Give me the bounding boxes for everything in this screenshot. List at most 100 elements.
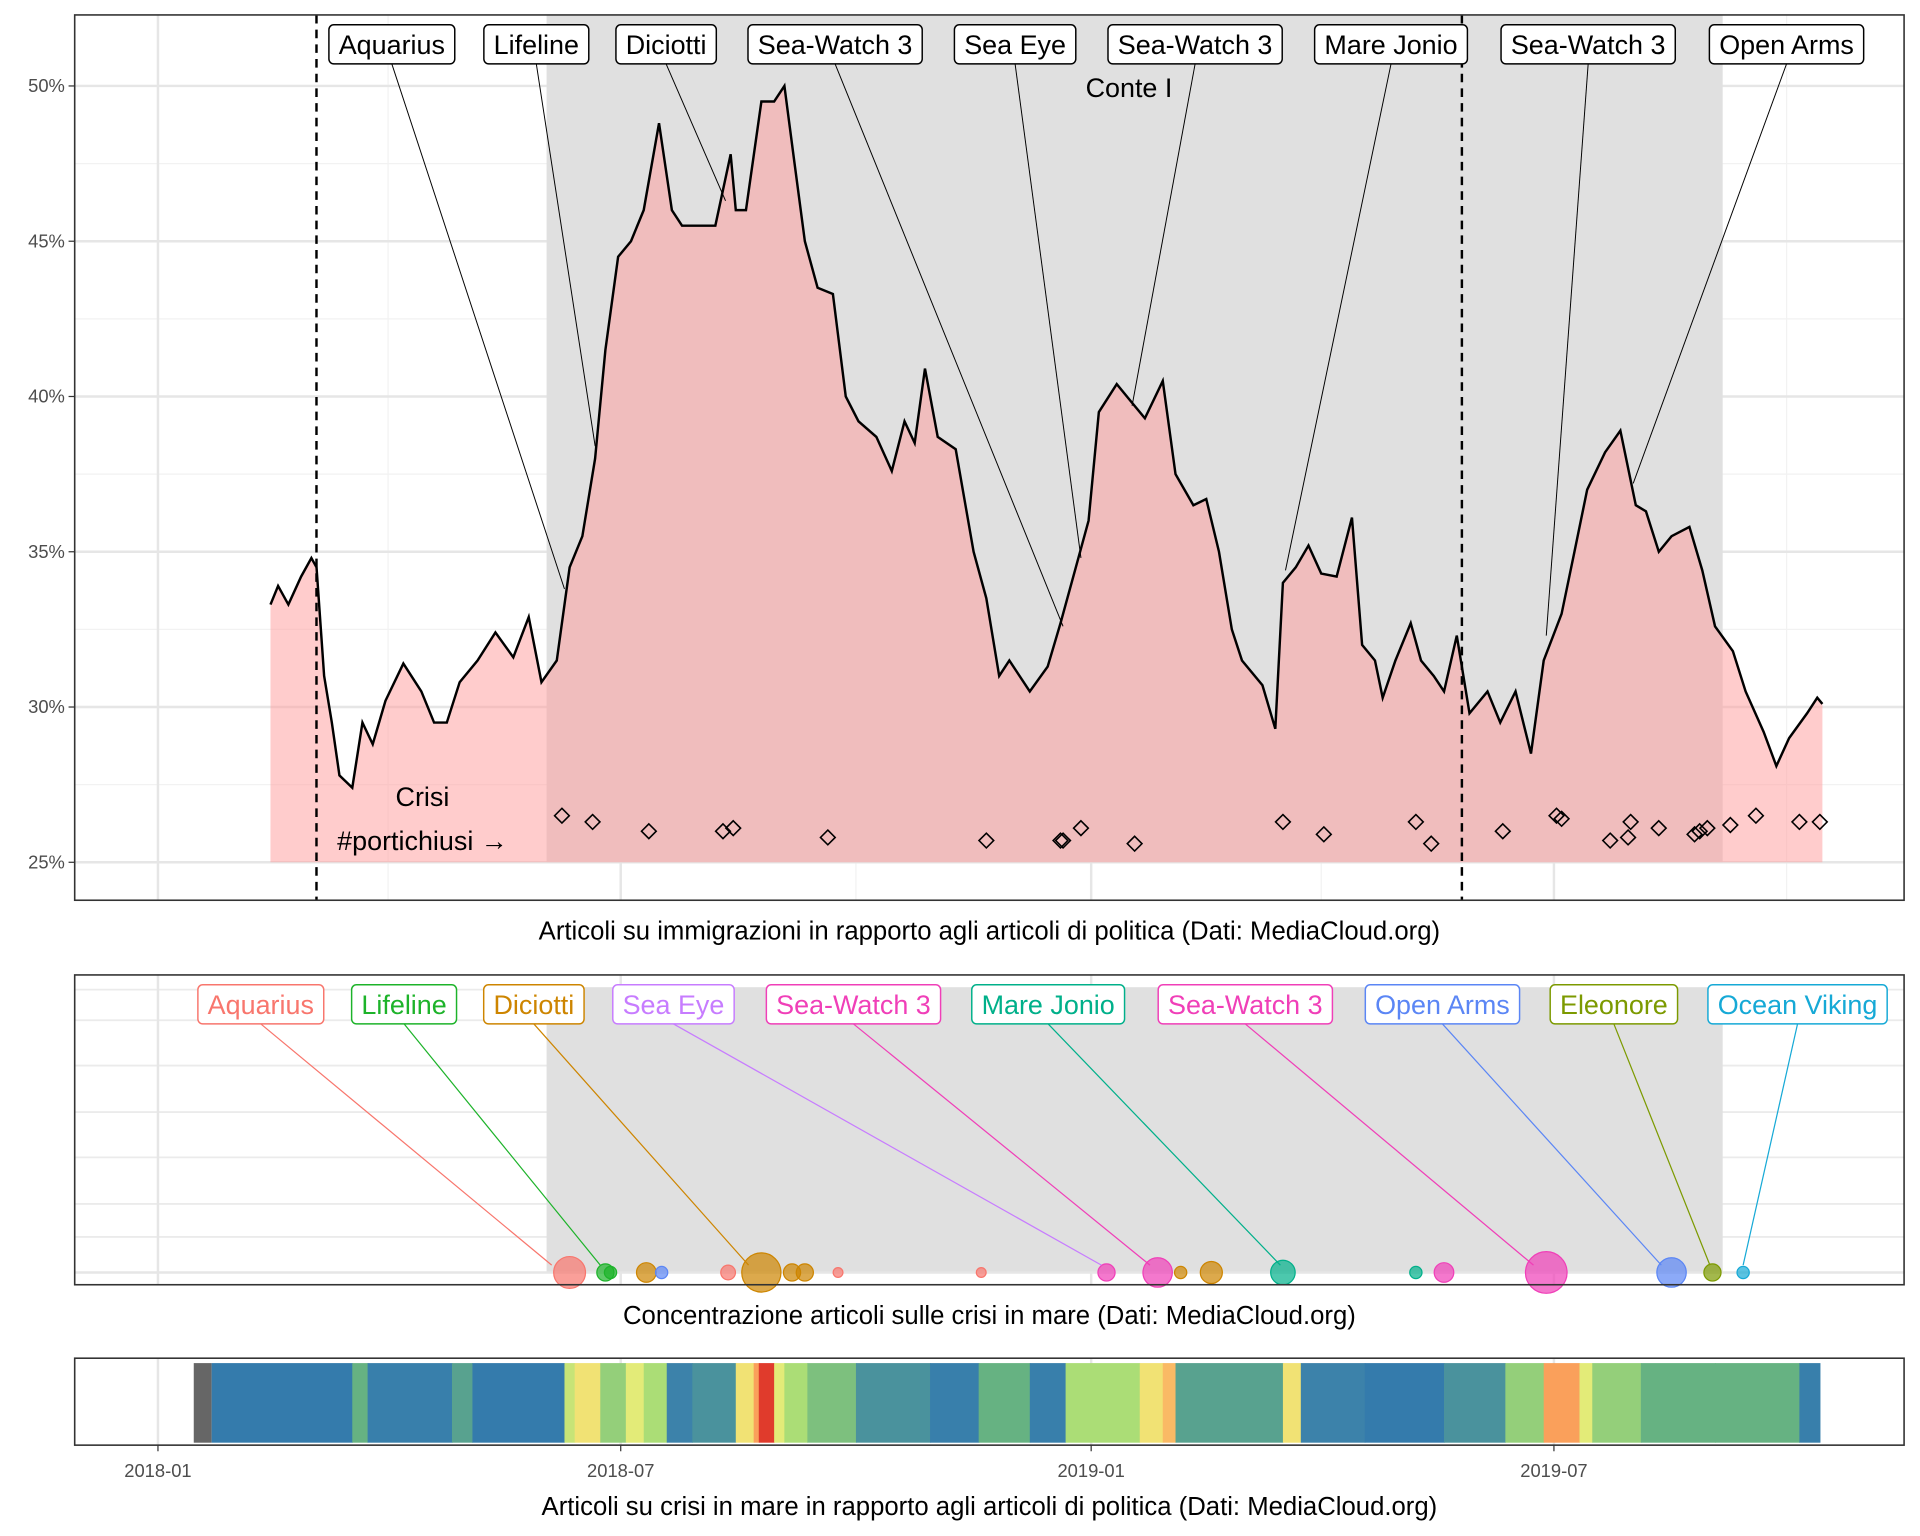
conte-i-label: Conte I xyxy=(1086,73,1173,103)
heatmap-strip xyxy=(1065,1363,1141,1443)
annotation-label: Open Arms xyxy=(1364,984,1521,1025)
annotation-label: Aquarius xyxy=(328,24,456,65)
annotation-text: Ocean Viking xyxy=(1718,990,1878,1020)
annotation-label: Sea-Watch 3 xyxy=(765,984,942,1025)
heatmap-strip xyxy=(1364,1363,1445,1443)
annotation-leader-line xyxy=(1742,1023,1799,1266)
event-diamond-marker xyxy=(1686,825,1704,843)
heatmap-strip xyxy=(1579,1363,1593,1443)
heatmap-strip xyxy=(600,1363,627,1443)
annotation-leader-line xyxy=(1284,63,1392,571)
event-diamond-marker xyxy=(1054,832,1072,850)
annotation-text: Open Arms xyxy=(1719,30,1854,60)
annotation-leader-line xyxy=(535,63,596,447)
event-diamond-marker xyxy=(1274,813,1292,831)
heatmap-strip xyxy=(1505,1363,1545,1443)
annotation-box xyxy=(615,24,718,65)
panel2-border xyxy=(73,974,1905,1286)
event-diamond-marker xyxy=(1790,813,1808,831)
annotation-leader-line xyxy=(1632,63,1787,484)
event-diamond-marker xyxy=(1315,825,1333,843)
heatmap-strip xyxy=(753,1363,760,1443)
event-diamond-marker xyxy=(1721,816,1739,834)
article-bubble xyxy=(832,1266,844,1278)
annotation-label: Sea-Watch 3 xyxy=(1107,24,1283,65)
annotation-leader-line xyxy=(403,1023,601,1266)
annotation-label: Lifeline xyxy=(350,984,458,1025)
crisi-label: Crisi xyxy=(396,782,450,812)
heatmap-strip xyxy=(1799,1363,1821,1443)
annotation-leader-line xyxy=(1244,1023,1534,1266)
annotation-label: Sea Eye xyxy=(953,24,1077,65)
heatmap-strip xyxy=(774,1363,785,1443)
annotation-label: Aquarius xyxy=(197,984,325,1025)
missing-data-strip xyxy=(193,1363,212,1443)
annotation-leader-line xyxy=(834,63,1064,627)
event-diamond-marker xyxy=(1052,832,1069,850)
annotation-label: Sea-Watch 3 xyxy=(747,24,923,65)
event-diamond-marker xyxy=(1072,819,1090,837)
panel3-caption: Articoli su crisi in mare in rapporto ag… xyxy=(542,1493,1438,1521)
annotation-box xyxy=(1707,984,1888,1025)
annotation-box xyxy=(747,24,923,65)
heatmap-strip xyxy=(855,1363,931,1443)
heatmap-strip xyxy=(1139,1363,1164,1443)
annotation-text: Aquarius xyxy=(208,990,314,1020)
annotation-text: Open Arms xyxy=(1375,990,1510,1020)
heatmap-strip xyxy=(930,1363,980,1443)
event-diamond-marker xyxy=(1422,835,1440,853)
event-diamond-marker xyxy=(1622,813,1640,831)
heatmap-strip xyxy=(735,1363,755,1443)
article-bubble xyxy=(1703,1263,1722,1282)
annotation-label: Ocean Viking xyxy=(1707,984,1888,1025)
event-diamond-marker xyxy=(553,807,571,825)
annotation-text: Aquarius xyxy=(339,30,445,60)
annotation-label: Mare Jonio xyxy=(971,984,1126,1025)
annotation-box xyxy=(612,984,735,1025)
annotation-box xyxy=(765,984,942,1025)
event-diamond-marker xyxy=(714,822,732,840)
event-diamond-marker xyxy=(584,813,602,831)
annotation-text: Diciotti xyxy=(626,30,707,60)
annotation-leader-line xyxy=(391,63,565,590)
heatmap-strip xyxy=(758,1363,775,1443)
event-diamond-marker xyxy=(1747,807,1765,825)
event-diamond-marker xyxy=(1601,832,1619,850)
panel2-caption: Concentrazione articoli sulle crisi in m… xyxy=(623,1302,1356,1330)
heatmap-strip xyxy=(211,1363,353,1443)
heatmap-strip xyxy=(1592,1363,1642,1443)
heatmap-strip xyxy=(692,1363,737,1443)
heatmap-strip xyxy=(451,1363,474,1443)
heatmap-strip xyxy=(564,1363,576,1443)
annotation-leader-line xyxy=(1047,1023,1281,1266)
x-tick-label: 2019-01 xyxy=(1057,1460,1124,1481)
series-line xyxy=(269,82,1824,791)
article-bubble xyxy=(720,1264,737,1281)
annotation-text: Sea-Watch 3 xyxy=(758,30,913,60)
annotation-box xyxy=(197,984,325,1025)
annotation-box xyxy=(1500,24,1677,65)
annotation-box xyxy=(1107,24,1283,65)
event-diamond-marker xyxy=(1811,813,1829,831)
annotation-leader-line xyxy=(853,1023,1151,1266)
annotation-text: Mare Jonio xyxy=(982,990,1115,1020)
x-tick-label: 2019-07 xyxy=(1520,1460,1587,1481)
article-bubble xyxy=(795,1263,814,1282)
event-diamond-marker xyxy=(1553,810,1571,828)
immigration-share-panel: Crisi #portichiusi → Conte I Aquarius Lifeli… xyxy=(28,14,1905,902)
annotation-text: Sea-Watch 3 xyxy=(776,990,931,1020)
annotation-box xyxy=(482,984,585,1025)
panel3-border xyxy=(73,1357,1905,1446)
heatmap-strip xyxy=(1640,1363,1716,1443)
y-tick-label: 30% xyxy=(28,696,65,717)
annotation-box xyxy=(1708,24,1865,65)
y-tick-label: 25% xyxy=(28,851,65,872)
heatmap-strip xyxy=(367,1363,453,1443)
article-bubble xyxy=(975,1266,987,1278)
annotation-box xyxy=(1364,984,1521,1025)
article-bubble xyxy=(1173,1265,1188,1280)
sea-crisis-bubble-panel: Aquarius Lifeline Diciotti Sea Eye Sea-Watch… xyxy=(73,974,1905,1294)
event-diamond-marker xyxy=(1650,819,1668,837)
annotation-label: Lifeline xyxy=(483,24,590,65)
annotation-leader-line xyxy=(1545,63,1589,636)
